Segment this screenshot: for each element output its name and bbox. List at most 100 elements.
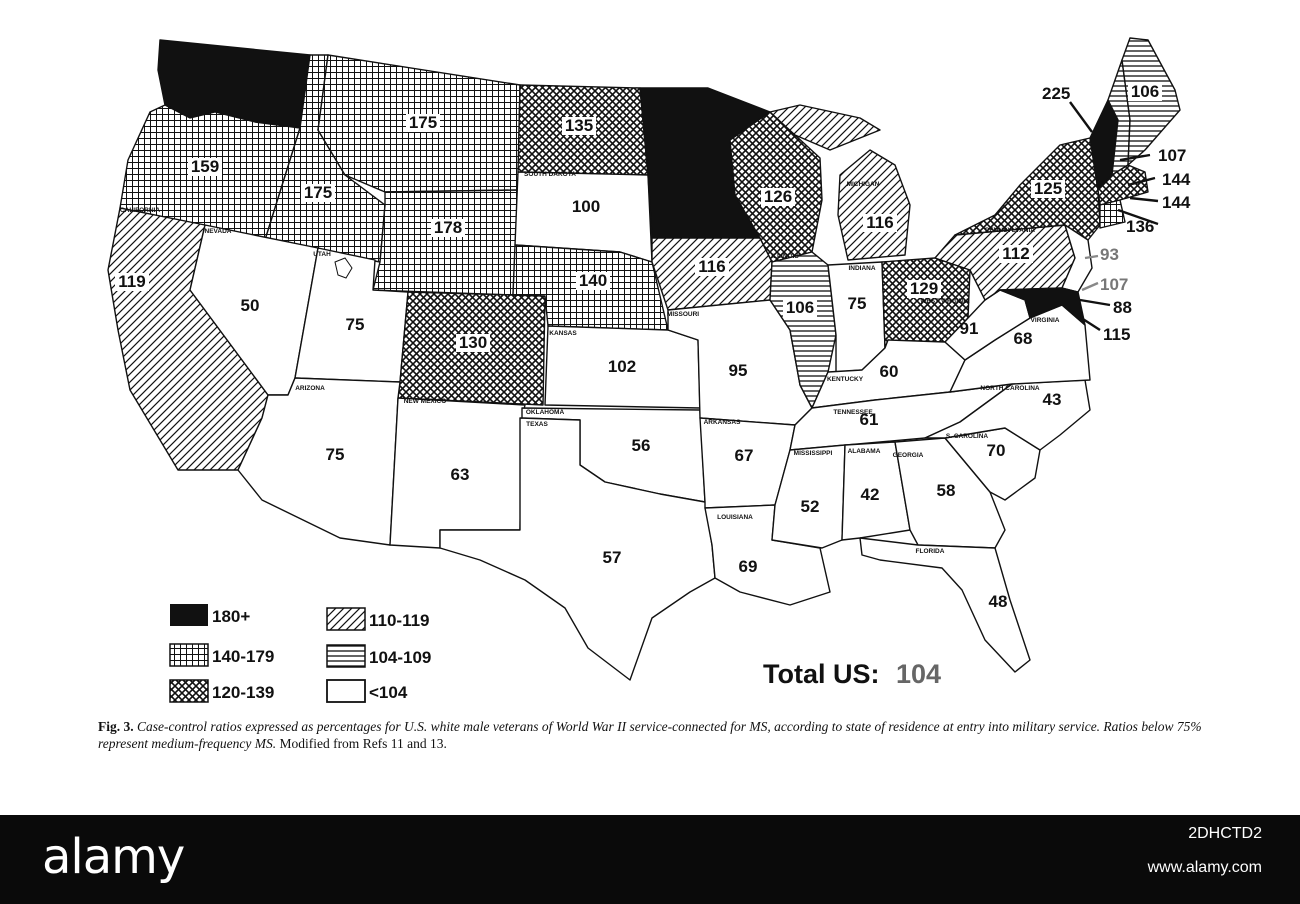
state-value-labels: 159 119 175 175 178 50 75 130 75 63 135 100 140 102 56… (115, 82, 1162, 611)
value-label-bg (695, 258, 729, 276)
leader-massachusetts (1127, 176, 1156, 187)
legend-label: <104 (369, 683, 408, 702)
state-florida (859, 537, 1031, 673)
state-name-texas: TEXAS (526, 421, 548, 428)
leader-vermont (1069, 101, 1093, 133)
value-wisconsin: 126 (764, 187, 792, 206)
value-label-bg (761, 188, 795, 206)
legend-swatch-horizontal (326, 644, 366, 668)
value-kansas: 102 (608, 357, 636, 376)
state-name-missouri: MISSOURI (667, 311, 699, 318)
value-maine: 106 (1131, 82, 1159, 101)
value-north-dakota: 135 (565, 116, 593, 135)
state-name-michigan: MICHIGAN (847, 181, 880, 188)
value-new-york: 125 (1034, 179, 1062, 198)
value-south-carolina: 70 (987, 441, 1006, 460)
callout-delaware: 107 (1100, 275, 1128, 294)
legend-item-110: 110-119 (326, 607, 430, 631)
state-name-s-carolina: S. CAROLINA (946, 433, 989, 440)
value-pennsylvania: 112 (1002, 244, 1029, 263)
value-nevada: 50 (241, 296, 260, 315)
state-name-tennessee: TENNESSEE (833, 409, 873, 416)
legend-item-120: 120-139 (169, 679, 274, 703)
value-illinois: 106 (786, 298, 814, 317)
state-name-west-virginia: WEST VIRGINIA (920, 298, 970, 305)
legend-label: 180+ (212, 607, 250, 626)
value-label-bg (188, 158, 222, 176)
state-wyoming (372, 189, 519, 296)
value-label-bg (456, 334, 490, 352)
figure-caption: Fig. 3. Case-control ratios expressed as… (98, 718, 1208, 752)
legend-item-low: <104 (326, 679, 408, 703)
state-name-kentucky: KENTUCKY (827, 376, 864, 383)
leader-new-hampshire (1119, 153, 1151, 162)
value-nebraska: 140 (579, 271, 607, 290)
value-oregon: 159 (191, 157, 219, 176)
state-north-carolina (924, 379, 1091, 451)
leader-connecticut (1117, 208, 1159, 226)
state-name-pennsylvania: PENNSYLVANIA (985, 227, 1035, 234)
state-name-south-dakota: SOUTH DAKOTA (524, 171, 576, 178)
state-arizona (237, 377, 401, 546)
value-label-bg (115, 273, 149, 291)
state-name-georgia: GEORGIA (893, 452, 924, 459)
callout-dc: 115 (1103, 325, 1130, 344)
total-value: 104 (896, 659, 941, 689)
state-name-california: CALIFORNIA (120, 207, 160, 214)
leader-maryland (1079, 298, 1111, 307)
callout-massachusetts: 144 (1162, 170, 1191, 189)
state-name-louisiana: LOUISIANA (717, 514, 753, 521)
value-colorado: 130 (459, 333, 487, 352)
legend-label: 140-179 (212, 647, 274, 666)
value-alabama: 42 (861, 485, 880, 504)
value-label-bg (783, 299, 817, 317)
total-label: Total US: (763, 659, 880, 689)
value-tennessee: 61 (860, 410, 879, 429)
legend-swatch-grid (169, 643, 209, 667)
value-arizona: 75 (326, 445, 345, 464)
value-virginia: 68 (1014, 329, 1033, 348)
value-mississippi: 52 (801, 497, 820, 516)
value-new-mexico: 63 (451, 465, 470, 484)
state-new-york (954, 137, 1101, 241)
callout-values: 225 107 144 144 136 93 107 88 115 (1042, 84, 1191, 344)
value-iowa: 116 (698, 257, 725, 276)
state-name-labels: CALIFORNIA NEVADA UTAH ARIZONA NEW MEXICO SOU… (120, 171, 1060, 555)
callout-connecticut: 136 (1126, 217, 1154, 236)
value-idaho: 175 (304, 183, 332, 202)
state-connecticut (1099, 199, 1126, 229)
value-label-bg (301, 184, 335, 202)
value-arkansas: 67 (735, 446, 754, 465)
state-name-kansas: KANSAS (549, 330, 577, 337)
legend: 180+ 140-179 120-139 110-119 104-109 <10… (169, 604, 431, 703)
state-name-utah: UTAH (313, 251, 331, 258)
great-salt-lake (334, 257, 353, 279)
state-texas (439, 417, 716, 681)
value-label-bg (1128, 83, 1162, 101)
value-label-bg (576, 272, 610, 290)
value-california: 119 (118, 272, 145, 291)
value-indiana: 75 (848, 294, 867, 313)
total-us: Total US: 104 (763, 659, 941, 689)
state-name-florida: FLORIDA (916, 548, 945, 555)
value-texas: 57 (603, 548, 622, 567)
state-name-arizona: ARIZONA (295, 385, 325, 392)
state-name-oklahoma: OKLAHOMA (526, 409, 565, 416)
legend-swatch-crosshatch (169, 679, 209, 703)
value-ohio: 129 (910, 279, 938, 298)
value-kentucky: 60 (880, 362, 899, 381)
value-label-bg (406, 114, 440, 132)
caption-tail: Modified from Refs 11 and 13. (279, 736, 447, 751)
legend-swatch-blank (326, 679, 366, 703)
legend-swatch-diagonal (326, 607, 366, 631)
state-name-north-carolina: NORTH CAROLINA (980, 385, 1040, 392)
legend-label: 104-109 (369, 648, 431, 667)
state-name-virginia: VIRGINIA (1031, 317, 1060, 324)
value-utah: 75 (346, 315, 365, 334)
value-wyoming: 178 (434, 218, 462, 237)
legend-label: 110-119 (369, 611, 430, 630)
legend-label: 120-139 (212, 683, 274, 702)
state-michigan-upper (769, 104, 881, 151)
state-name-illinois: ILLINOIS (771, 253, 799, 260)
image-id: 2DHCTD2 (1188, 825, 1262, 842)
